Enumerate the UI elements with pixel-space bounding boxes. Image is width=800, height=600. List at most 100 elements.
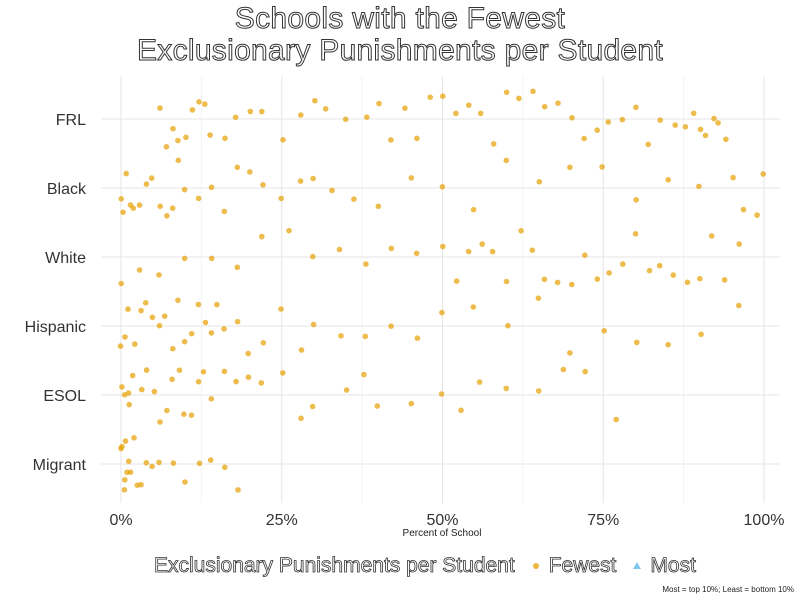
data-point — [280, 370, 286, 376]
y-tick-label: Migrant — [33, 457, 87, 474]
data-point — [560, 366, 567, 373]
data-point — [156, 459, 162, 466]
data-point — [164, 213, 170, 219]
data-point — [569, 115, 575, 121]
data-point — [633, 104, 639, 111]
y-tick-label: FRL — [56, 112, 86, 129]
data-point — [208, 396, 215, 402]
data-point — [233, 378, 239, 385]
data-point — [122, 334, 128, 340]
data-point — [697, 275, 703, 282]
data-point — [601, 328, 607, 334]
data-point — [489, 248, 496, 255]
data-point — [711, 115, 717, 122]
data-point — [234, 318, 241, 325]
data-point — [136, 267, 143, 273]
data-point — [599, 164, 605, 170]
data-points — [117, 88, 766, 493]
data-point — [117, 343, 124, 349]
legend-label-fewest: Fewest — [548, 554, 617, 578]
data-point — [682, 124, 689, 130]
data-point — [297, 178, 304, 184]
data-point — [245, 350, 251, 357]
data-point — [582, 368, 588, 375]
data-point — [164, 407, 170, 414]
data-point — [260, 182, 266, 188]
data-point — [136, 202, 143, 208]
data-point — [736, 241, 742, 247]
data-point — [414, 135, 420, 142]
x-tick-label: 100% — [744, 512, 785, 529]
data-point — [342, 116, 349, 123]
data-point — [142, 300, 149, 306]
data-point — [364, 114, 370, 120]
data-point — [439, 184, 446, 190]
data-point — [363, 261, 369, 267]
data-point — [118, 445, 124, 452]
data-point — [195, 301, 202, 308]
data-point — [535, 388, 542, 394]
data-point — [196, 460, 203, 467]
data-point — [183, 134, 189, 141]
data-point — [740, 206, 747, 213]
data-point — [632, 231, 639, 237]
data-point — [665, 177, 671, 183]
data-point — [118, 196, 124, 202]
circle-icon — [532, 563, 539, 569]
legend-key-most — [628, 557, 646, 575]
data-point — [567, 164, 573, 171]
y-tick-label: ESOL — [43, 388, 86, 405]
data-point — [200, 369, 207, 375]
data-point — [362, 333, 369, 340]
data-point — [208, 255, 215, 262]
data-point — [503, 157, 510, 164]
data-point — [594, 127, 600, 133]
data-point — [157, 203, 163, 210]
data-point — [530, 88, 536, 95]
data-point — [633, 197, 639, 203]
data-point — [222, 135, 228, 142]
data-point — [298, 415, 304, 422]
data-point — [476, 379, 483, 385]
data-point — [169, 205, 176, 211]
data-point — [646, 267, 653, 274]
data-point — [672, 122, 678, 128]
data-point — [516, 95, 522, 102]
data-point — [196, 99, 202, 105]
data-point — [170, 460, 177, 466]
data-point — [505, 322, 511, 329]
data-point — [234, 164, 241, 171]
data-point — [697, 126, 704, 133]
data-point — [188, 412, 195, 419]
data-point — [413, 250, 420, 257]
data-point — [440, 93, 446, 99]
data-point — [696, 183, 702, 190]
legend-title: Exclusionary Punishments per Student — [154, 554, 516, 578]
data-point — [388, 323, 394, 330]
data-point — [207, 457, 214, 463]
data-point — [245, 374, 252, 381]
data-point — [126, 401, 132, 408]
data-point — [278, 195, 285, 202]
data-point — [754, 212, 760, 218]
data-point — [222, 464, 228, 471]
data-point — [503, 385, 510, 392]
data-point — [175, 137, 181, 144]
data-point — [388, 245, 395, 252]
data-point — [157, 419, 163, 425]
y-tick-label: Hispanic — [25, 319, 86, 336]
data-point — [170, 345, 176, 352]
x-tick-label: 25% — [266, 512, 298, 529]
data-point — [698, 331, 704, 338]
data-point — [214, 301, 220, 308]
caption: Most = top 10%; Least = bottom 10% — [662, 585, 794, 594]
data-point — [258, 380, 265, 386]
chart-title-line1: Schools with the Fewest — [234, 2, 566, 35]
grid-lines — [101, 76, 780, 503]
y-tick-label: Black — [47, 181, 87, 198]
data-point — [439, 309, 445, 316]
data-point — [298, 347, 305, 353]
data-point — [730, 174, 736, 181]
data-point — [148, 175, 155, 181]
triangle-icon — [633, 562, 642, 569]
